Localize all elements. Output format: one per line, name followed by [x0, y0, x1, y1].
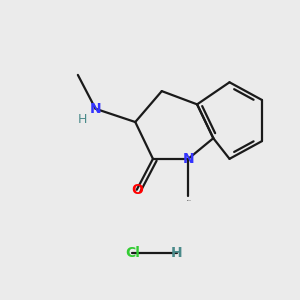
Text: N: N [182, 152, 194, 166]
Text: H: H [171, 246, 182, 260]
Text: methyl: methyl [187, 200, 192, 201]
Text: Cl: Cl [125, 246, 140, 260]
Text: N: N [90, 102, 101, 116]
Text: O: O [131, 183, 143, 197]
Text: H: H [78, 112, 87, 126]
